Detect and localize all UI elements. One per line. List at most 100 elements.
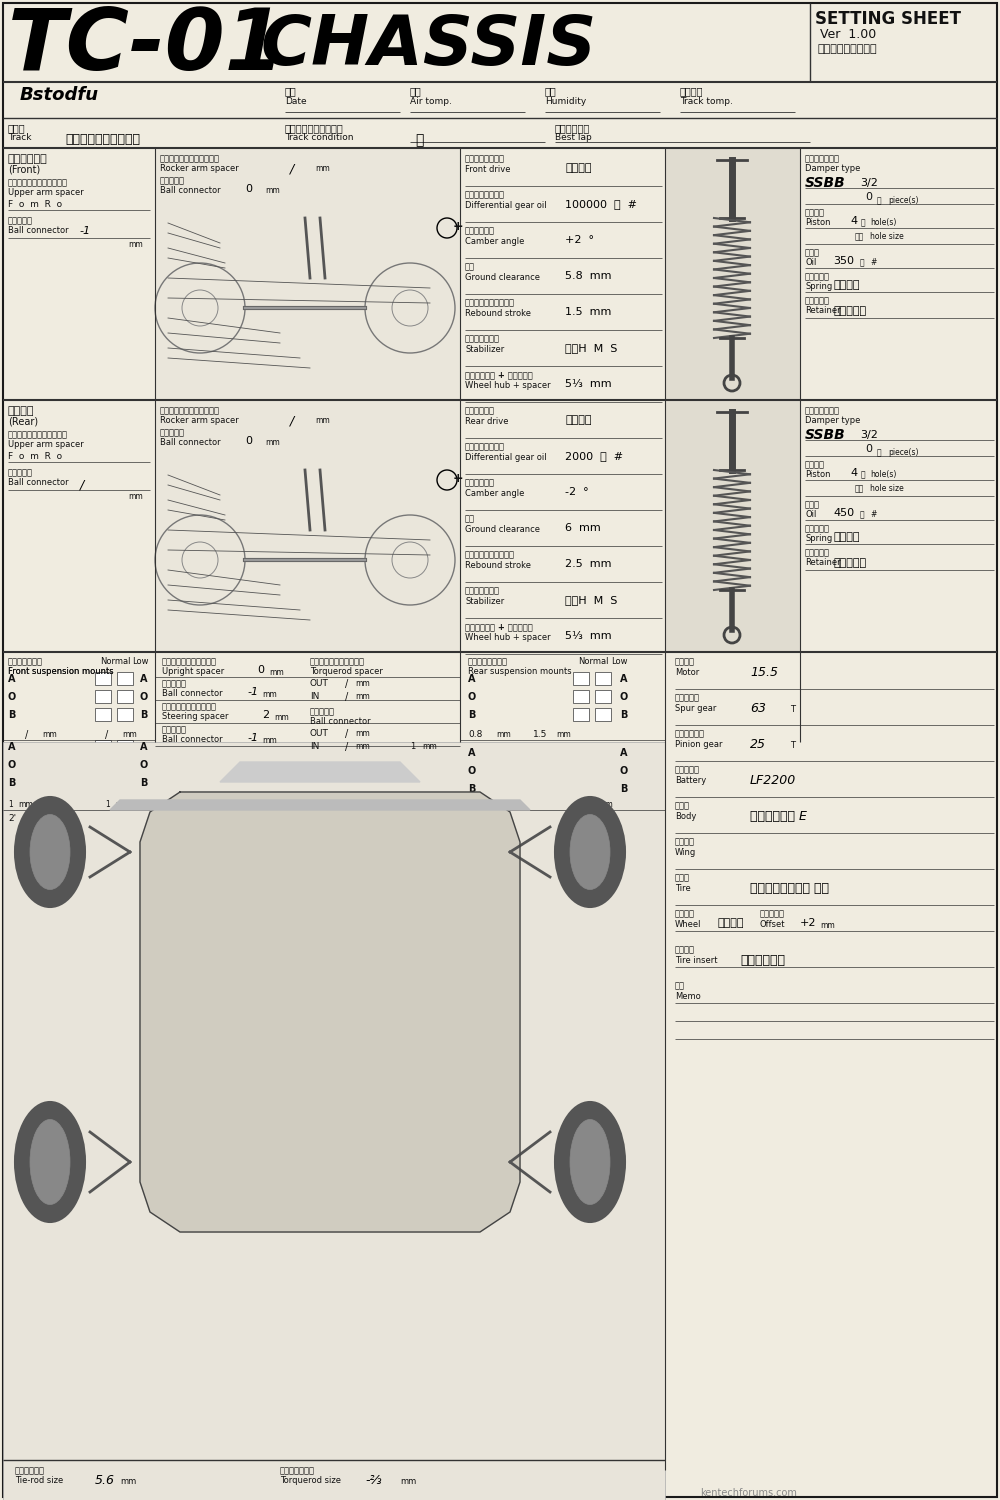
Text: 2': 2' (8, 815, 16, 824)
Text: Camber angle: Camber angle (465, 489, 524, 498)
Text: (Rear): (Rear) (8, 417, 38, 428)
Text: T: T (790, 705, 795, 714)
Text: スタビライザー: スタビライザー (465, 586, 500, 596)
Text: Humidity: Humidity (545, 98, 586, 106)
Bar (200, 1013, 440, 1102)
Bar (665, 400, 800, 652)
Polygon shape (140, 792, 520, 1232)
Text: 350: 350 (833, 256, 854, 265)
Text: B: B (140, 778, 147, 788)
Text: インナー: インナー (675, 945, 695, 954)
Text: Ball connector: Ball connector (310, 717, 371, 726)
Text: Normal: Normal (100, 657, 130, 666)
Text: B: B (620, 710, 627, 720)
Text: Stabilizer: Stabilizer (465, 597, 504, 606)
Text: Tire: Tire (675, 884, 691, 892)
Text: 0: 0 (257, 664, 264, 675)
Bar (95, 776, 111, 789)
Text: Body: Body (675, 812, 696, 820)
Text: リテーナー: リテーナー (805, 296, 830, 304)
Text: LF2200: LF2200 (750, 774, 796, 788)
Text: +: + (453, 472, 464, 484)
Ellipse shape (570, 815, 610, 890)
Text: Rear drive: Rear drive (465, 417, 509, 426)
Text: Differential gear oil: Differential gear oil (465, 201, 547, 210)
Text: hole(s): hole(s) (870, 217, 896, 226)
Text: Front suspension mounts: Front suspension mounts (8, 668, 114, 676)
Text: 無、H  M  S: 無、H M S (565, 344, 617, 352)
Text: 3/2: 3/2 (860, 178, 878, 188)
Text: 車高: 車高 (465, 514, 475, 523)
Bar (573, 746, 589, 759)
Text: mm: mm (262, 690, 277, 699)
Bar (155, 148, 460, 400)
Text: Ball connector: Ball connector (8, 478, 69, 488)
Text: TC-01: TC-01 (8, 4, 286, 88)
Text: A: A (140, 742, 148, 752)
Text: Torquerod size: Torquerod size (280, 1476, 341, 1485)
Text: A: A (140, 674, 148, 684)
Text: 個: 個 (877, 448, 882, 458)
Text: タイロッド長: タイロッド長 (15, 1466, 45, 1474)
Text: ピロボール: ピロボール (162, 724, 187, 734)
Text: piece(s): piece(s) (888, 448, 918, 458)
Text: B: B (468, 784, 475, 794)
Text: ピロボール: ピロボール (162, 680, 187, 688)
Text: mm: mm (422, 742, 437, 752)
Text: mm: mm (274, 712, 289, 722)
Text: SSBB: SSBB (805, 427, 846, 442)
Text: mm: mm (128, 492, 143, 501)
Text: /: / (290, 162, 294, 176)
Text: ピロボール: ピロボール (160, 176, 185, 184)
Text: 番: 番 (860, 510, 865, 519)
Text: 穴径: 穴径 (855, 484, 864, 494)
Text: Ball connector: Ball connector (160, 438, 221, 447)
Text: O: O (140, 760, 148, 770)
Text: Best lap: Best lap (555, 134, 592, 142)
Text: Bstodfu: Bstodfu (20, 86, 99, 104)
Text: B: B (140, 710, 147, 720)
Text: /: / (345, 680, 348, 688)
Text: Battery: Battery (675, 776, 706, 784)
Text: リバウンドストローク: リバウンドストローク (465, 550, 515, 560)
Text: ピロボール: ピロボール (310, 706, 335, 716)
Text: 6  mm: 6 mm (565, 524, 601, 532)
Bar (95, 672, 111, 686)
Text: mm: mm (496, 730, 511, 740)
Text: リバウンドストローク: リバウンドストローク (465, 298, 515, 307)
Text: 湿度: 湿度 (545, 86, 557, 96)
Text: B: B (8, 778, 15, 788)
Text: 450: 450 (833, 509, 854, 518)
Text: Pinion gear: Pinion gear (675, 740, 722, 748)
Text: B: B (620, 784, 627, 794)
Text: piece(s): piece(s) (888, 196, 918, 206)
Text: mm: mm (315, 416, 330, 424)
Text: Damper type: Damper type (805, 164, 860, 172)
Text: ホイール: ホイール (675, 909, 695, 918)
Bar (3, 742, 665, 1500)
Text: Front drive: Front drive (465, 165, 511, 174)
Text: フォーミュラ E: フォーミュラ E (750, 810, 807, 824)
Text: ウイング: ウイング (675, 837, 695, 846)
Text: 5.6: 5.6 (95, 1474, 115, 1486)
Text: O: O (620, 766, 628, 776)
Text: mm: mm (598, 800, 613, 808)
Text: 穴: 穴 (861, 217, 866, 226)
Text: Ground clearance: Ground clearance (465, 525, 540, 534)
Text: A: A (620, 748, 628, 758)
Text: mm: mm (120, 1478, 136, 1486)
Text: Ball connector: Ball connector (8, 226, 69, 236)
Text: 2: 2 (262, 710, 269, 720)
Text: -1: -1 (247, 734, 258, 742)
Text: Torquerod spacer: Torquerod spacer (310, 668, 383, 676)
Text: Oil: Oil (805, 510, 816, 519)
Bar (117, 758, 133, 771)
Text: セッティングシート: セッティングシート (818, 44, 878, 54)
Text: O: O (140, 692, 148, 702)
Text: 気温: 気温 (410, 86, 422, 96)
Text: 1.5  mm: 1.5 mm (565, 308, 611, 316)
Ellipse shape (555, 1102, 625, 1222)
Text: mm: mm (400, 1478, 416, 1486)
Text: mm: mm (315, 164, 330, 172)
Text: Spring: Spring (805, 282, 832, 291)
